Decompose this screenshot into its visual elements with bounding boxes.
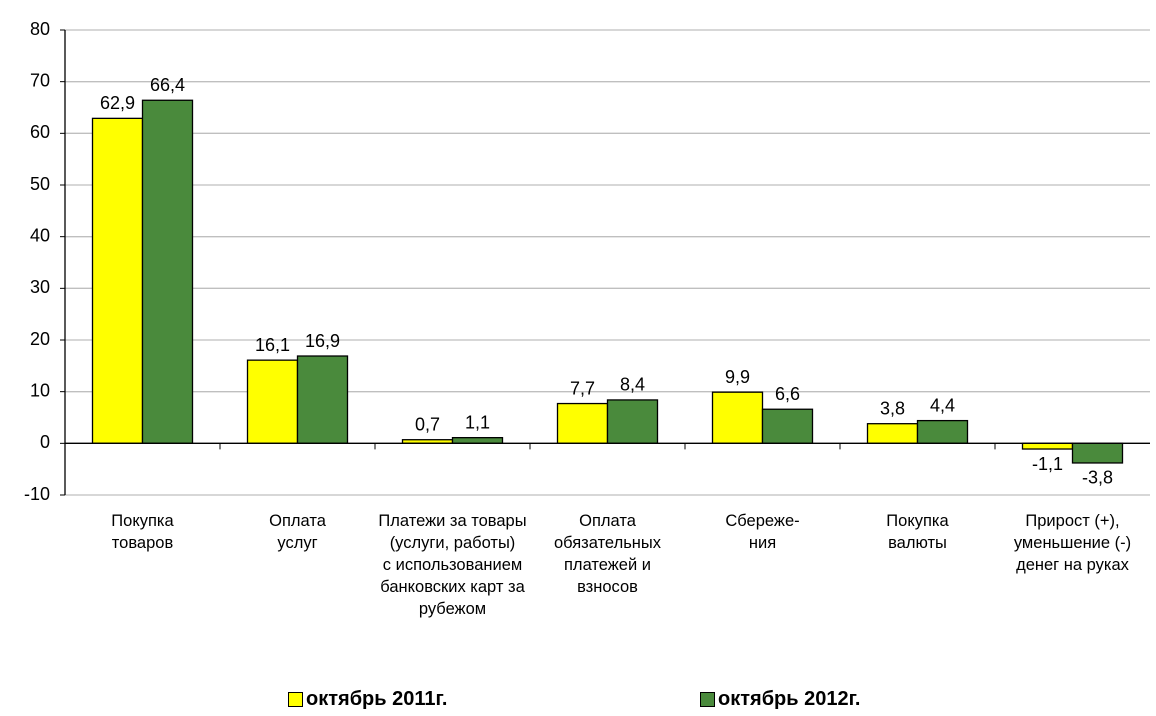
y-tick-label: 30: [30, 277, 50, 297]
value-label: 62,9: [100, 93, 135, 113]
bar: [91, 117, 144, 444]
bar: [296, 355, 349, 444]
y-tick-label: 10: [30, 380, 50, 400]
bar: [451, 436, 504, 444]
value-label: -1,1: [1032, 454, 1063, 474]
y-tick-label: 80: [30, 19, 50, 39]
x-tick-label: Покупка товаров: [111, 512, 174, 552]
x-tick-label: Оплата обязательных платежей и взносов: [553, 512, 662, 596]
value-label: 7,7: [570, 378, 595, 398]
y-tick-label: 70: [30, 70, 50, 90]
bar: [141, 99, 194, 444]
value-label: 4,4: [930, 395, 955, 415]
x-tick-label: Оплата услуг: [269, 512, 326, 552]
legend-label: октябрь 2011г.: [306, 688, 448, 710]
legend-swatch: [288, 692, 303, 707]
value-label: 8,4: [620, 375, 645, 395]
legend-item: октябрь 2012г.: [700, 688, 861, 711]
value-label: 66,4: [150, 75, 185, 95]
legend-item: октябрь 2011г.: [288, 688, 447, 711]
value-label: 9,9: [725, 367, 750, 387]
bar: [246, 359, 299, 444]
legend-label: октябрь 2012г.: [718, 688, 861, 710]
x-tick-label: Платежи за товары (услуги, работы) с исп…: [378, 512, 527, 618]
x-tick-label: Сбереже- ния: [725, 512, 800, 552]
bar: [1021, 442, 1074, 450]
y-tick-label: -10: [24, 484, 50, 504]
y-tick-label: 40: [30, 225, 50, 245]
bar: [761, 408, 814, 444]
x-tick-label: Прирост (+), уменьшение (-) денег на рук…: [1013, 512, 1132, 574]
bar: [1071, 442, 1124, 464]
value-label: 3,8: [880, 398, 905, 418]
value-label: 0,7: [415, 414, 440, 434]
bar: [711, 391, 764, 444]
value-label: 6,6: [775, 384, 800, 404]
bar: [606, 399, 659, 444]
x-tick-label: Покупка валюты: [886, 512, 949, 552]
value-label: -3,8: [1082, 468, 1113, 488]
value-label: 16,9: [305, 331, 340, 351]
y-tick-label: 20: [30, 329, 50, 349]
bar: [866, 423, 919, 444]
legend-swatch: [700, 692, 715, 707]
value-label: 1,1: [465, 412, 490, 432]
y-tick-label: 0: [40, 432, 50, 452]
y-tick-label: 60: [30, 122, 50, 142]
value-label: 16,1: [255, 335, 290, 355]
y-tick-label: 50: [30, 174, 50, 194]
bar: [916, 419, 969, 444]
bar: [556, 402, 609, 444]
